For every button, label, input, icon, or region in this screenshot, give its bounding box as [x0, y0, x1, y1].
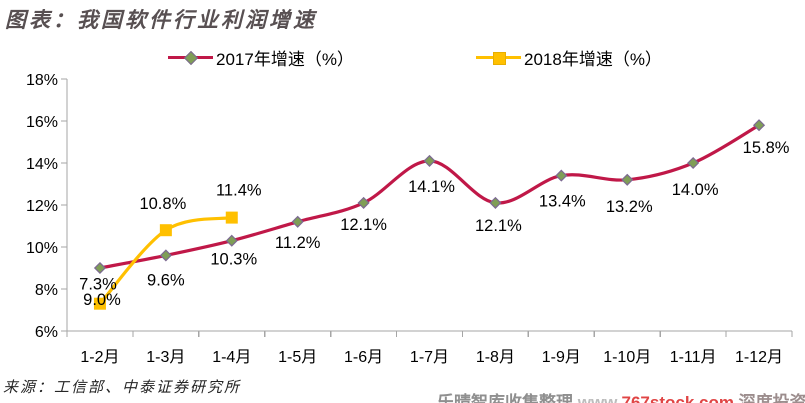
- y-tick-label: 10%: [26, 240, 58, 257]
- x-tick-label: 1-9月: [542, 349, 581, 366]
- y-tick-label: 12%: [26, 198, 58, 215]
- legend-label-2018: 2018年增速（%）: [524, 49, 662, 69]
- diamond-marker-icon: [93, 261, 107, 275]
- diamond-marker-icon: [423, 154, 436, 167]
- diamond-marker-icon: [225, 234, 238, 247]
- x-tick-label: 1-10月: [603, 349, 651, 366]
- series-line: [98, 123, 761, 270]
- data-label: 14.0%: [672, 181, 719, 199]
- x-tick-label: 1-3月: [146, 349, 185, 366]
- diamond-marker-icon: [555, 169, 568, 182]
- square-marker-icon: [159, 224, 172, 237]
- data-label: 12.1%: [475, 217, 522, 235]
- data-label: 10.8%: [139, 195, 186, 213]
- data-label: 9.6%: [147, 271, 185, 289]
- diamond-marker-icon: [159, 249, 172, 262]
- x-tick-label: 1-6月: [344, 349, 383, 366]
- data-label: 13.4%: [539, 193, 586, 211]
- x-tick-label: 1-5月: [278, 349, 317, 366]
- x-tick-label: 1-12月: [735, 349, 783, 366]
- data-label: 7.3%: [79, 276, 117, 294]
- watermark-www: www.: [573, 393, 622, 403]
- data-label: 14.1%: [408, 178, 455, 196]
- watermark: 乐晴智库收集整理 www.767stock.com 深度投资: [437, 388, 805, 403]
- y-tick-label: 16%: [26, 114, 58, 131]
- data-label: 15.8%: [743, 139, 790, 157]
- data-label: 10.3%: [210, 251, 257, 269]
- 2017-series-swatch-icon: [168, 50, 213, 65]
- diamond-marker-icon: [489, 196, 502, 209]
- data-label: 11.4%: [216, 182, 262, 200]
- diamond-marker-icon: [687, 156, 700, 170]
- y-tick-label: 6%: [35, 324, 58, 341]
- 2018-series-swatch-icon: [476, 50, 521, 65]
- x-tick-label: 1-11月: [670, 349, 717, 366]
- data-label: 9.0%: [83, 291, 121, 309]
- square-marker-icon: [493, 51, 506, 65]
- watermark-url: 767stock.com: [621, 393, 734, 403]
- legend-label-2017: 2017年增速（%）: [216, 49, 354, 69]
- x-tick-label: 1-8月: [476, 349, 515, 366]
- legend-item-2018: 2018年增速（%）: [476, 44, 662, 70]
- y-tick-label: 18%: [26, 72, 58, 89]
- watermark-text: 乐晴智库收集整理: [437, 393, 573, 403]
- x-tick-label: 1-2月: [80, 349, 119, 366]
- diamond-marker-icon: [291, 215, 304, 228]
- diamond-marker-icon: [621, 173, 634, 186]
- data-label: 13.2%: [606, 198, 653, 216]
- square-marker-icon: [93, 297, 106, 310]
- diamond-marker-icon: [357, 196, 370, 209]
- watermark-tagline: 深度投资: [733, 393, 805, 403]
- data-label: 12.1%: [340, 216, 387, 234]
- x-tick-label: 1-7月: [410, 349, 449, 366]
- diamond-marker-icon: [752, 119, 766, 132]
- data-label: 11.2%: [275, 234, 321, 252]
- square-marker-icon: [225, 211, 238, 224]
- y-tick-label: 8%: [35, 282, 58, 299]
- legend-item-2017: 2017年增速（%）: [168, 44, 354, 70]
- source-text: 来源：工信部、中泰证券研究所: [3, 378, 242, 396]
- y-tick-label: 14%: [26, 156, 58, 173]
- chart-title: 图表：我国软件行业利润增速: [5, 7, 317, 32]
- x-tick-label: 1-4月: [212, 349, 251, 366]
